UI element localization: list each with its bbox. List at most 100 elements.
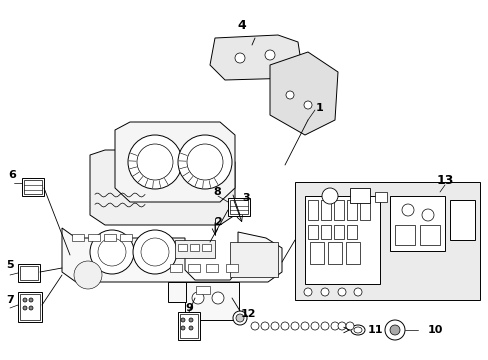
Bar bbox=[294, 182, 479, 300]
Circle shape bbox=[236, 314, 244, 322]
Text: 13: 13 bbox=[435, 174, 453, 186]
Polygon shape bbox=[269, 52, 337, 135]
Circle shape bbox=[29, 306, 33, 310]
Bar bbox=[20, 294, 40, 320]
Circle shape bbox=[74, 261, 102, 289]
Ellipse shape bbox=[353, 327, 361, 333]
Bar bbox=[359, 200, 369, 220]
Text: 7: 7 bbox=[6, 295, 14, 305]
Circle shape bbox=[261, 322, 268, 330]
Bar bbox=[18, 292, 42, 322]
Circle shape bbox=[212, 292, 224, 304]
Polygon shape bbox=[90, 150, 235, 225]
Bar bbox=[333, 225, 343, 239]
Circle shape bbox=[133, 230, 177, 274]
Bar bbox=[104, 234, 116, 241]
Text: 11: 11 bbox=[367, 325, 383, 335]
Text: 4: 4 bbox=[237, 18, 246, 32]
Bar bbox=[327, 242, 341, 264]
Circle shape bbox=[29, 298, 33, 302]
Polygon shape bbox=[62, 228, 282, 282]
Bar bbox=[307, 225, 317, 239]
Circle shape bbox=[285, 91, 293, 99]
Circle shape bbox=[421, 209, 433, 221]
Bar bbox=[307, 200, 317, 220]
Circle shape bbox=[98, 238, 126, 266]
Bar bbox=[305, 196, 379, 284]
Bar bbox=[120, 234, 132, 241]
Circle shape bbox=[232, 311, 246, 325]
Bar bbox=[449, 200, 474, 240]
Circle shape bbox=[264, 50, 274, 60]
Circle shape bbox=[301, 322, 308, 330]
Circle shape bbox=[90, 230, 134, 274]
Bar bbox=[229, 200, 247, 214]
Text: 12: 12 bbox=[240, 309, 255, 319]
Bar bbox=[320, 200, 330, 220]
Bar bbox=[374, 192, 386, 202]
Circle shape bbox=[346, 322, 353, 330]
Bar bbox=[309, 242, 324, 264]
Text: 6: 6 bbox=[8, 170, 16, 180]
Circle shape bbox=[181, 326, 184, 330]
Bar bbox=[394, 225, 414, 245]
Bar bbox=[346, 225, 356, 239]
Bar bbox=[196, 286, 209, 294]
Circle shape bbox=[189, 326, 193, 330]
Circle shape bbox=[353, 288, 361, 296]
Bar bbox=[20, 266, 38, 280]
Circle shape bbox=[337, 288, 346, 296]
Text: 10: 10 bbox=[427, 325, 443, 335]
Bar bbox=[320, 225, 330, 239]
Circle shape bbox=[128, 135, 182, 189]
Circle shape bbox=[337, 322, 346, 330]
Bar bbox=[229, 242, 278, 277]
Polygon shape bbox=[209, 35, 302, 80]
Circle shape bbox=[137, 144, 173, 180]
Circle shape bbox=[384, 320, 404, 340]
Circle shape bbox=[304, 288, 311, 296]
Circle shape bbox=[320, 322, 328, 330]
Bar bbox=[170, 264, 182, 272]
Circle shape bbox=[178, 135, 231, 189]
Ellipse shape bbox=[350, 325, 364, 335]
Circle shape bbox=[320, 288, 328, 296]
Bar bbox=[389, 196, 444, 251]
Bar bbox=[72, 234, 84, 241]
Text: 3: 3 bbox=[242, 193, 249, 203]
Circle shape bbox=[281, 322, 288, 330]
Polygon shape bbox=[115, 122, 235, 202]
Bar bbox=[22, 178, 44, 196]
Circle shape bbox=[23, 306, 27, 310]
Circle shape bbox=[23, 298, 27, 302]
Bar bbox=[187, 264, 200, 272]
Bar bbox=[190, 244, 199, 251]
Bar bbox=[205, 264, 218, 272]
Circle shape bbox=[235, 53, 244, 63]
Circle shape bbox=[401, 204, 413, 216]
Text: 5: 5 bbox=[6, 260, 14, 270]
Bar bbox=[88, 234, 100, 241]
Bar bbox=[227, 198, 249, 216]
Circle shape bbox=[310, 322, 318, 330]
Circle shape bbox=[270, 322, 279, 330]
Circle shape bbox=[290, 322, 298, 330]
Bar bbox=[333, 200, 343, 220]
Bar bbox=[175, 240, 215, 258]
Bar bbox=[180, 314, 198, 338]
Bar bbox=[178, 312, 200, 340]
Text: 9: 9 bbox=[184, 303, 193, 313]
Bar bbox=[346, 242, 359, 264]
Bar bbox=[349, 188, 369, 203]
Circle shape bbox=[141, 238, 169, 266]
Text: 8: 8 bbox=[213, 187, 221, 197]
Circle shape bbox=[189, 318, 193, 322]
Circle shape bbox=[186, 144, 223, 180]
Circle shape bbox=[330, 322, 338, 330]
Bar bbox=[24, 180, 42, 194]
Bar bbox=[346, 200, 356, 220]
Circle shape bbox=[389, 325, 399, 335]
Circle shape bbox=[304, 101, 311, 109]
Bar bbox=[419, 225, 439, 245]
Circle shape bbox=[250, 322, 259, 330]
